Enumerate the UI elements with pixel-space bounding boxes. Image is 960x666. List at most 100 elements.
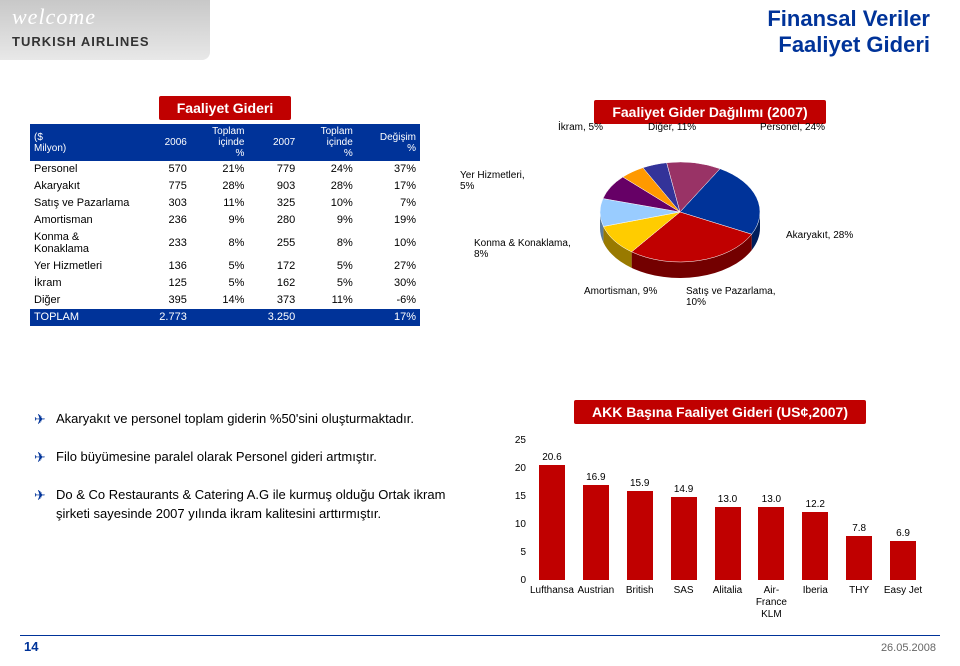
table-col-header: Toplamiçinde%	[191, 124, 249, 161]
pie-chart: Personel, 24%Akaryakıt, 28%Satış ve Paza…	[570, 140, 790, 290]
bar	[846, 536, 872, 580]
table-cell: 11%	[191, 195, 249, 212]
bar-x-label: Iberia	[792, 585, 838, 597]
table-cell: 14%	[191, 292, 249, 309]
bar-value-label: 7.8	[839, 523, 879, 534]
pie-label: Konma & Konaklama,8%	[474, 238, 571, 260]
bar-y-tick: 20	[506, 463, 526, 474]
table-col-header: Toplamiçinde%	[299, 124, 357, 161]
table-cell: Akaryakıt	[30, 178, 140, 195]
bullet-item: Filo büyümesine paralel olarak Personel …	[34, 448, 454, 466]
welcome-text: welcome	[12, 4, 96, 30]
footer-date: 26.05.2008	[881, 642, 936, 654]
table-cell: 303	[140, 195, 191, 212]
bar-x-label: THY	[836, 585, 882, 597]
bar-x-label: Lufthansa	[529, 585, 575, 597]
bar-value-label: 12.2	[795, 499, 835, 510]
table-cell: 17%	[357, 178, 420, 195]
table-cell: 24%	[299, 161, 357, 178]
table-col-header: Değişim%	[357, 124, 420, 161]
table-cell: Amortisman	[30, 212, 140, 229]
table-cell: İkram	[30, 275, 140, 292]
pie-label: Personel, 24%	[760, 122, 825, 133]
table-cell	[299, 309, 357, 326]
table-cell: 10%	[357, 229, 420, 258]
bar-value-label: 13.0	[708, 494, 748, 505]
bar-chart: 051015202520.6Lufthansa16.9Austrian15.9B…	[500, 440, 930, 630]
table-cell: 255	[248, 229, 299, 258]
table-row: Personel57021%77924%37%	[30, 161, 420, 178]
bar-x-label: Air-FranceKLM	[748, 585, 794, 621]
pie-title-text: Faaliyet Gider Dağılımı (2007)	[594, 100, 825, 124]
table-cell: 373	[248, 292, 299, 309]
bar	[758, 507, 784, 580]
table-cell: 30%	[357, 275, 420, 292]
pie-title: Faaliyet Gider Dağılımı (2007)	[580, 100, 840, 124]
bullet-item: Do & Co Restaurants & Catering A.G ile k…	[34, 486, 454, 522]
table-col-header: ($Milyon)	[30, 124, 140, 161]
table-cell: 9%	[299, 212, 357, 229]
table-cell: 233	[140, 229, 191, 258]
bar	[671, 497, 697, 580]
table-header-row: ($Milyon)2006Toplamiçinde%2007Toplamiçin…	[30, 124, 420, 161]
table-cell: 779	[248, 161, 299, 178]
table-body: Personel57021%77924%37%Akaryakıt77528%90…	[30, 161, 420, 326]
table-cell: 21%	[191, 161, 249, 178]
expense-table: Faaliyet Gideri ($Milyon)2006Toplamiçind…	[30, 96, 420, 326]
table-cell: 10%	[299, 195, 357, 212]
footer-page-number: 14	[24, 639, 38, 654]
table-total-row: TOPLAM2.7733.25017%	[30, 309, 420, 326]
table-cell: 9%	[191, 212, 249, 229]
bar-x-label: SAS	[661, 585, 707, 597]
table-cell: 775	[140, 178, 191, 195]
pie-label: Satış ve Pazarlama,10%	[686, 286, 775, 308]
bar-value-label: 13.0	[751, 494, 791, 505]
bar-value-label: 16.9	[576, 472, 616, 483]
table-cell: 136	[140, 258, 191, 275]
table-cell: 5%	[191, 258, 249, 275]
table-cell: 903	[248, 178, 299, 195]
table-cell: 325	[248, 195, 299, 212]
table-cell: 27%	[357, 258, 420, 275]
brand-name: TURKISH AIRLINES	[12, 34, 150, 49]
table-row: Konma & Konaklama2338%2558%10%	[30, 229, 420, 258]
bar-plot: 051015202520.6Lufthansa16.9Austrian15.9B…	[530, 440, 925, 580]
bar-value-label: 20.6	[532, 452, 572, 463]
bar-x-label: Austrian	[573, 585, 619, 597]
bar-y-tick: 15	[506, 491, 526, 502]
table-cell: 5%	[299, 275, 357, 292]
table-cell: 162	[248, 275, 299, 292]
table-cell: TOPLAM	[30, 309, 140, 326]
bar-y-tick: 5	[506, 547, 526, 558]
table-cell: Diğer	[30, 292, 140, 309]
table-cell: Konma & Konaklama	[30, 229, 140, 258]
pie-svg	[570, 140, 790, 290]
table-cell: 3.250	[248, 309, 299, 326]
table-row: Yer Hizmetleri1365%1725%27%	[30, 258, 420, 275]
table-row: İkram1255%1625%30%	[30, 275, 420, 292]
pie-label: Diğer, 11%	[648, 122, 696, 133]
table-cell: 236	[140, 212, 191, 229]
bar-x-label: British	[617, 585, 663, 597]
table-row: Diğer39514%37311%-6%	[30, 292, 420, 309]
table-cell: Satış ve Pazarlama	[30, 195, 140, 212]
bar-title: AKK Başına Faaliyet Gideri (US¢,2007)	[550, 400, 890, 424]
table-cell: 37%	[357, 161, 420, 178]
table-col-header: 2007	[248, 124, 299, 161]
page-titles: Finansal Veriler Faaliyet Gideri	[767, 6, 930, 58]
page-title-2: Faaliyet Gideri	[767, 32, 930, 58]
bar-value-label: 14.9	[664, 484, 704, 495]
table-cell: 172	[248, 258, 299, 275]
table-cell: 28%	[191, 178, 249, 195]
pie-label: İkram, 5%	[558, 122, 603, 133]
table-cell: 5%	[191, 275, 249, 292]
table-cell: 8%	[191, 229, 249, 258]
bar-x-label: Alitalia	[705, 585, 751, 597]
footer-divider	[20, 635, 940, 636]
pie-label: Yer Hizmetleri,5%	[460, 170, 525, 192]
table-cell: 280	[248, 212, 299, 229]
bar-title-text: AKK Başına Faaliyet Gideri (US¢,2007)	[574, 400, 866, 424]
table-cell: 2.773	[140, 309, 191, 326]
table-title: Faaliyet Gideri	[159, 96, 291, 120]
bar	[802, 512, 828, 580]
